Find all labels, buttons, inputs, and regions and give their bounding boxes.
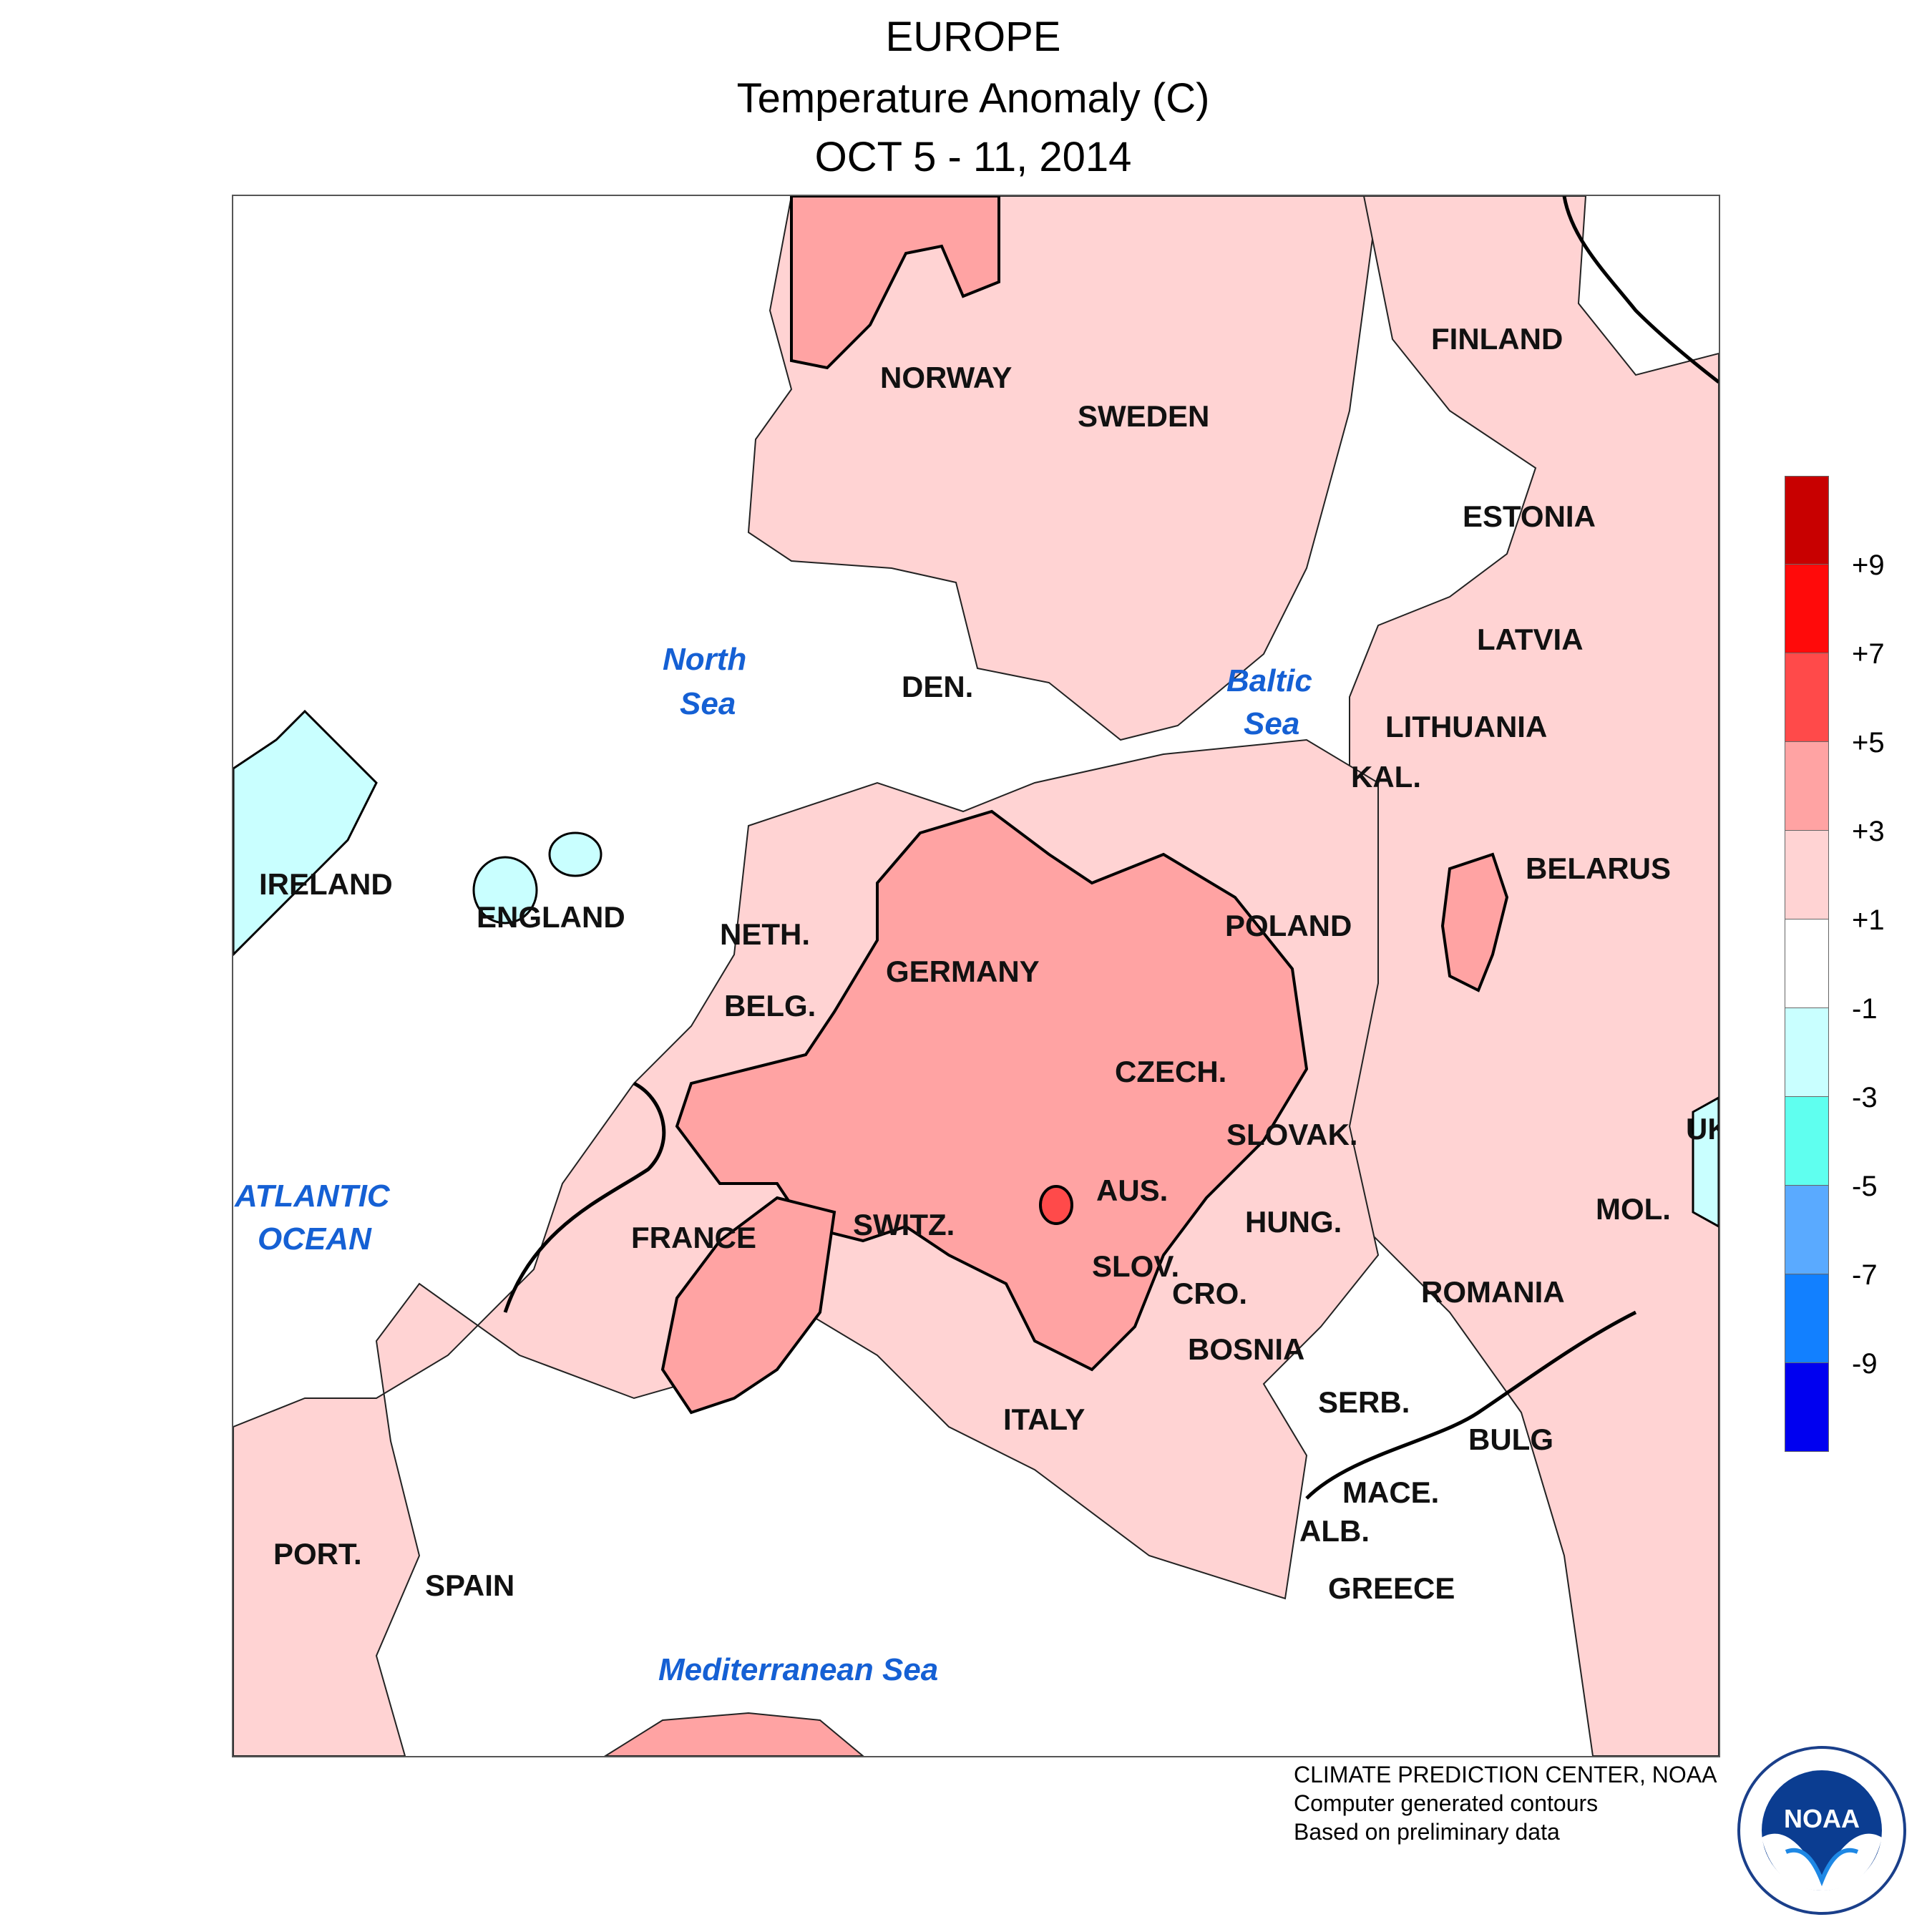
noaa-logo: NOAA: [1737, 1746, 1906, 1915]
label-baltic-sea-1: Baltic: [1226, 663, 1312, 698]
anomaly-map: [233, 196, 1719, 1756]
map-labels: FINLAND NORWAY SWEDEN ESTONIA LATVIA DEN…: [234, 322, 1719, 1687]
label-bulgaria: BULG: [1468, 1423, 1553, 1456]
legend-label-1: +1: [1852, 904, 1885, 936]
anomaly-cool-wales: [548, 831, 602, 877]
label-belgium: BELG.: [724, 989, 816, 1023]
label-slovenia: SLOV.: [1092, 1249, 1179, 1283]
label-germany: GERMANY: [886, 955, 1040, 988]
label-moldova: MOL.: [1596, 1192, 1671, 1226]
label-bosnia: BOSNIA: [1188, 1332, 1304, 1366]
anomaly-hotspot-austria: [1039, 1185, 1073, 1225]
legend-swatch-7-9: [1785, 565, 1829, 653]
label-hungary: HUNG.: [1245, 1205, 1342, 1239]
label-north-sea-1: North: [663, 642, 746, 677]
credit-block: CLIMATE PREDICTION CENTER, NOAA Computer…: [1294, 1760, 1717, 1846]
noaa-logo-text: NOAA: [1784, 1804, 1860, 1833]
credit-line-3: Based on preliminary data: [1294, 1819, 1560, 1845]
legend-swatch-neg5-neg7: [1785, 1186, 1829, 1274]
legend-label-neg5: -5: [1852, 1171, 1878, 1202]
anomaly-region-scandinavia: [747, 196, 1380, 741]
anomaly-region-south: [604, 1712, 864, 1756]
contour-line-1: [503, 1081, 666, 1313]
label-england: ENGLAND: [477, 900, 625, 934]
label-finland: FINLAND: [1431, 322, 1563, 356]
legend-swatch-neg7-neg9: [1785, 1274, 1829, 1363]
label-italy: ITALY: [1003, 1402, 1085, 1436]
credit-line-1: CLIMATE PREDICTION CENTER, NOAA: [1294, 1762, 1717, 1787]
legend-label-9: +9: [1852, 550, 1885, 581]
anomaly-region-ireland: [233, 709, 378, 957]
legend-label-neg9: -9: [1852, 1348, 1878, 1380]
legend-swatch-above-9: [1785, 476, 1829, 565]
label-estonia: ESTONIA: [1463, 499, 1596, 533]
label-latvia: LATVIA: [1477, 623, 1584, 656]
label-serbia: SERB.: [1318, 1385, 1410, 1419]
map-panel[interactable]: FINLAND NORWAY SWEDEN ESTONIA LATVIA DEN…: [232, 195, 1720, 1757]
map-date-range: OCT 5 - 11, 2014: [814, 134, 1132, 180]
anomaly-region-core: [675, 809, 1309, 1372]
label-north-sea-2: Sea: [680, 686, 736, 721]
label-netherlands: NETH.: [720, 917, 810, 951]
label-macedonia: MACE.: [1342, 1475, 1439, 1509]
legend-label-neg7: -7: [1852, 1259, 1878, 1291]
label-norway: NORWAY: [880, 361, 1012, 394]
color-legend: [1785, 476, 1830, 1452]
legend-swatch-below-neg9: [1785, 1363, 1829, 1452]
label-austria: AUS.: [1096, 1174, 1168, 1207]
label-ukraine: UK: [1686, 1112, 1719, 1146]
label-portugal: PORT.: [273, 1537, 362, 1571]
anomaly-region-france-lobe: [660, 1196, 836, 1415]
legend-label-neg1: -1: [1852, 993, 1878, 1025]
anomaly-region-ukraine-cool: [1692, 1096, 1719, 1228]
label-ireland: IRELAND: [259, 867, 393, 901]
legend-swatch-neg3-neg5: [1785, 1097, 1829, 1186]
label-croatia: CRO.: [1172, 1277, 1247, 1310]
anomaly-cool-england: [472, 856, 538, 924]
legend-swatch-1-3: [1785, 831, 1829, 919]
legend-swatch-3-5: [1785, 742, 1829, 831]
label-slovakia: SLOVAK.: [1226, 1118, 1358, 1151]
legend-label-5: +5: [1852, 727, 1885, 758]
map-subtitle: Temperature Anomaly (C): [736, 75, 1210, 122]
credit-line-2: Computer generated contours: [1294, 1790, 1599, 1816]
label-greece: GREECE: [1328, 1571, 1455, 1605]
label-romania: ROMANIA: [1421, 1275, 1565, 1309]
anomaly-region-belarus-lobe: [1440, 852, 1509, 992]
legend-swatch-neutral: [1785, 919, 1829, 1008]
label-sweden: SWEDEN: [1078, 399, 1209, 433]
map-title: EUROPE: [885, 14, 1061, 60]
label-spain: SPAIN: [425, 1568, 514, 1602]
legend-swatch-neg1-neg3: [1785, 1008, 1829, 1097]
label-lithuania: LITHUANIA: [1385, 710, 1547, 743]
label-denmark: DEN.: [902, 670, 973, 703]
label-albania: ALB.: [1299, 1514, 1370, 1548]
label-atlantic-1: ATLANTIC: [234, 1179, 391, 1214]
label-belarus: BELARUS: [1526, 852, 1671, 885]
legend-label-neg3: -3: [1852, 1082, 1878, 1113]
label-atlantic-2: OCEAN: [258, 1221, 372, 1257]
contour-line-2: [1305, 1310, 1637, 1500]
contour-line-3: [1562, 196, 1719, 384]
label-czech: CZECH.: [1115, 1055, 1226, 1088]
label-switzerland: SWITZ.: [853, 1208, 955, 1241]
label-kaliningrad: KAL.: [1351, 760, 1421, 794]
label-poland: POLAND: [1225, 909, 1352, 942]
legend-label-7: +7: [1852, 638, 1885, 670]
legend-label-3: +3: [1852, 816, 1885, 847]
label-baltic-sea-2: Sea: [1244, 706, 1299, 741]
label-france: FRANCE: [631, 1221, 756, 1254]
label-mediterranean: Mediterranean Sea: [658, 1652, 938, 1687]
legend-swatch-5-7: [1785, 653, 1829, 742]
anomaly-region-norway-coast: [790, 196, 1000, 370]
